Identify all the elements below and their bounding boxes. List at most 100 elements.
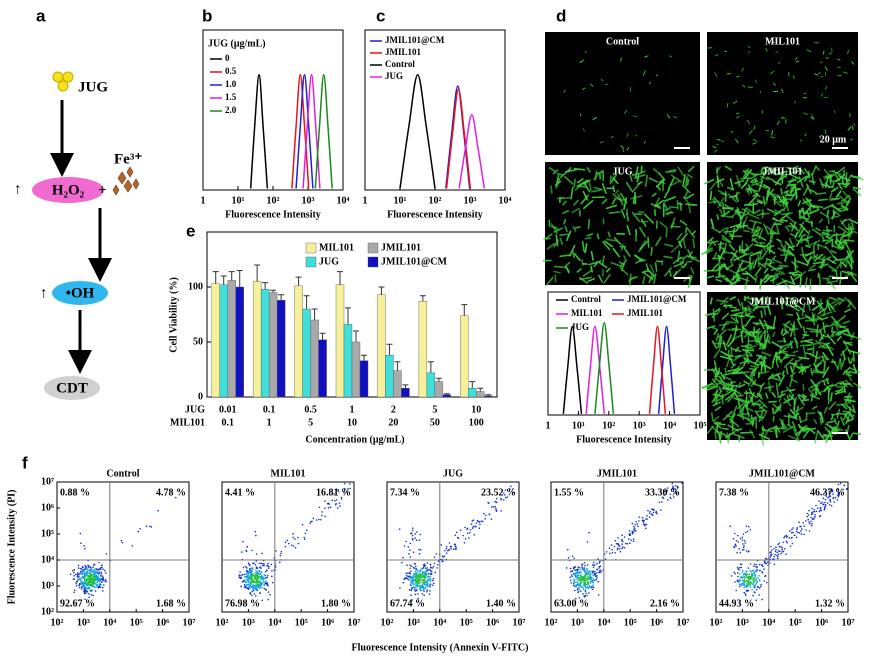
cell-dot [749, 586, 752, 588]
cell-dot [599, 569, 601, 572]
cell [584, 243, 588, 254]
cell [797, 395, 805, 406]
error-bar [345, 307, 351, 325]
cell [781, 343, 791, 348]
cell-dot [824, 504, 827, 506]
cell-dot [481, 520, 484, 523]
cell [654, 204, 661, 208]
cell [772, 217, 784, 224]
cell-dot [83, 544, 85, 547]
cell-dot [419, 584, 422, 587]
panel-label: d [556, 6, 566, 25]
quadrant-label: 7.38 % [719, 487, 749, 498]
cell-dot [73, 575, 76, 577]
cell [753, 125, 756, 130]
cell-dot [777, 555, 779, 558]
curve [302, 74, 321, 189]
cell-dot [73, 589, 76, 591]
cell-dot [94, 571, 97, 574]
cell-dot [763, 560, 766, 562]
cell [848, 229, 858, 234]
cell-dot [572, 584, 575, 586]
cell-dot [629, 542, 631, 544]
cell [648, 275, 653, 284]
cell-dot [426, 584, 428, 587]
cell [826, 344, 834, 356]
cell-dot [478, 527, 481, 530]
cell [766, 189, 769, 202]
x-tick-label: 1 [546, 420, 551, 431]
cell-dot [667, 499, 669, 501]
cell-dot [588, 573, 590, 576]
cell-dot [249, 576, 252, 578]
plot-title: Control [106, 468, 139, 479]
cell [734, 428, 743, 431]
cell [812, 254, 819, 260]
cell-dot [581, 586, 583, 588]
cell-dot [245, 549, 247, 552]
cell [832, 331, 835, 338]
cell-dot [757, 577, 759, 579]
cell-dot [83, 576, 86, 578]
cell [740, 324, 745, 336]
cell [574, 182, 585, 191]
cell-dot [414, 533, 417, 535]
cell [713, 329, 719, 335]
cell [822, 366, 830, 378]
cell-dot [632, 540, 635, 543]
cell [814, 255, 826, 262]
cell-dot [105, 580, 107, 583]
error-bar [254, 264, 261, 282]
curve [399, 74, 436, 189]
cell [760, 249, 769, 260]
cell [744, 276, 749, 290]
cell-dot [92, 575, 95, 578]
cell [593, 170, 603, 180]
cell-dot [90, 584, 92, 586]
cell [784, 320, 791, 326]
cell [725, 277, 734, 285]
cell-dot [502, 492, 505, 494]
cell [737, 274, 741, 282]
cell-dot [764, 575, 766, 578]
cell [745, 243, 750, 251]
cell-dot [280, 550, 283, 553]
cell-dot [755, 579, 757, 581]
legend-label: JMIL101 [385, 47, 422, 57]
cell-dot [663, 494, 665, 496]
cell-dot [419, 573, 421, 576]
cell-dot [672, 496, 675, 498]
cell-dot [422, 572, 424, 575]
cell [570, 186, 574, 200]
cell-dot [842, 488, 845, 491]
cell-dot [798, 521, 800, 524]
cell-dot [763, 568, 765, 571]
quadrant-label: 1.32 % [815, 598, 845, 609]
cell [731, 380, 734, 389]
cell [686, 173, 694, 179]
cell [791, 165, 799, 170]
cell [772, 331, 776, 338]
cell [845, 429, 851, 441]
cell-cloud [729, 482, 848, 602]
cell-dot [425, 581, 428, 583]
cell-dot [96, 576, 99, 579]
cell-dot [739, 537, 742, 540]
cell-dot [500, 497, 502, 500]
cell-dot [89, 581, 92, 583]
cell-dot [410, 575, 412, 578]
cell-dot [744, 531, 747, 534]
cell-dot [429, 563, 432, 566]
cell-dot [93, 574, 96, 576]
cell-dot [829, 495, 832, 497]
cell [750, 181, 763, 187]
cell-dot [445, 552, 448, 554]
cell [773, 405, 780, 415]
cell-dot [258, 562, 260, 565]
cell-dot [569, 579, 572, 582]
x-tick-label: 10⁷ [183, 617, 196, 628]
cell-dot [748, 573, 751, 576]
cell [733, 326, 738, 339]
cell [737, 298, 742, 307]
cell-dot [81, 576, 84, 579]
